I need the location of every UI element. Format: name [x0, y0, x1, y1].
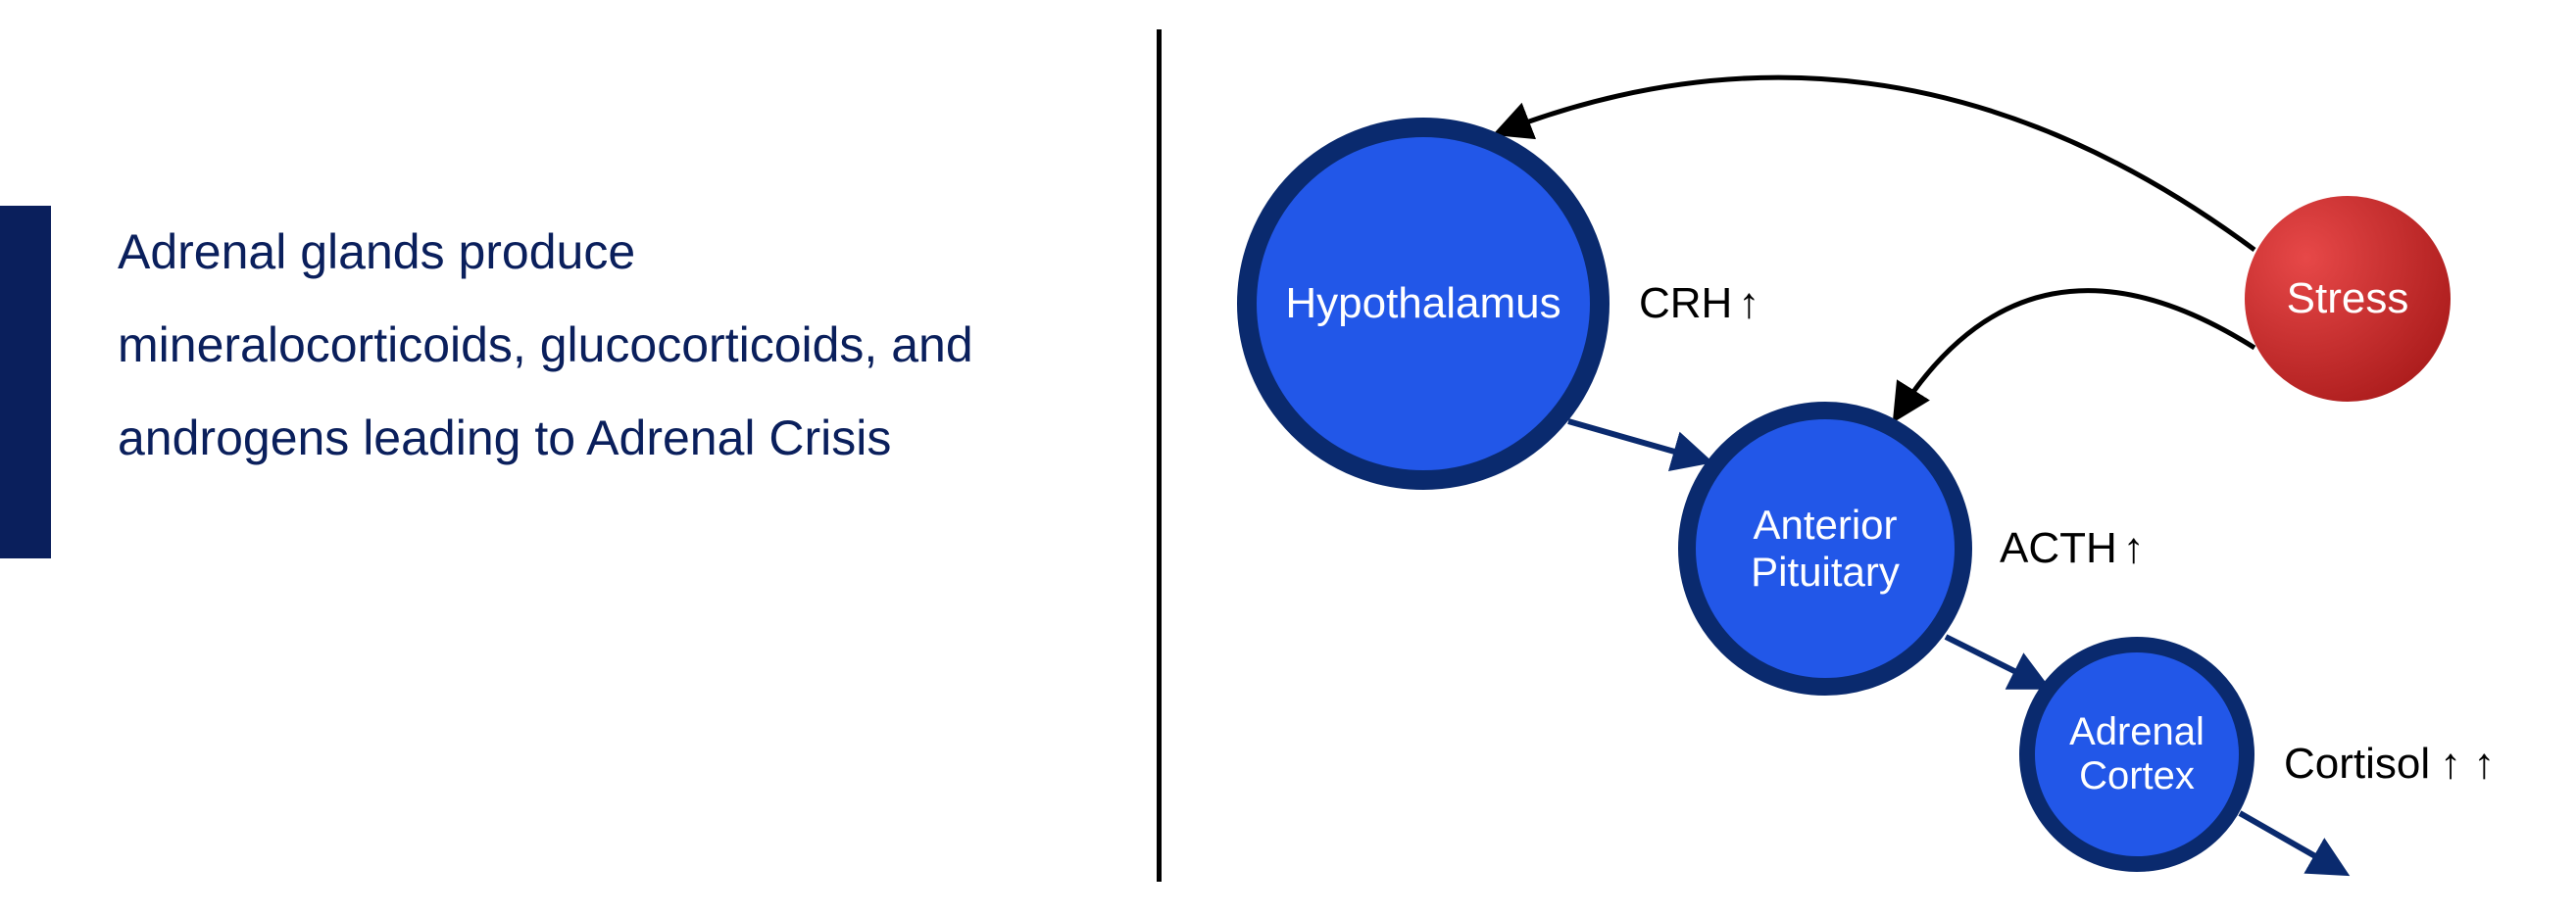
arrow-stress-to-ant	[1897, 291, 2254, 416]
label-cortisol-text: Cortisol	[2284, 740, 2430, 788]
left-accent-bar	[0, 206, 51, 558]
node-anterior-pituitary: Anterior Pituitary	[1678, 402, 1972, 696]
arrow-adr-out	[2240, 813, 2343, 872]
arrow-ant-to-adr	[1946, 637, 2044, 686]
node-hypothalamus-label: Hypothalamus	[1285, 279, 1560, 328]
up-arrow-icon: ↑	[2123, 524, 2145, 572]
node-adrenal-cortex-label-1: Adrenal	[2069, 710, 2204, 754]
description-text: Adrenal glands produce mineralocorticoid…	[118, 206, 1039, 485]
node-hypothalamus: Hypothalamus	[1237, 118, 1610, 490]
up-arrow-icon: ↑	[1738, 279, 1759, 327]
node-stress: Stress	[2245, 196, 2451, 402]
arrow-hyp-to-ant	[1568, 421, 1706, 460]
node-adrenal-cortex: Adrenal Cortex	[2019, 637, 2254, 872]
label-crh: CRH↑	[1639, 279, 1759, 328]
label-cortisol: Cortisol↑ ↑	[2284, 740, 2495, 789]
node-anterior-pituitary-label-1: Anterior	[1751, 502, 1900, 549]
up-arrow-icon: ↑ ↑	[2440, 740, 2495, 788]
label-acth: ACTH↑	[2000, 524, 2145, 573]
label-crh-text: CRH	[1639, 279, 1732, 327]
node-anterior-pituitary-label-2: Pituitary	[1751, 549, 1900, 596]
label-acth-text: ACTH	[2000, 524, 2117, 572]
node-stress-label: Stress	[2287, 274, 2409, 323]
node-adrenal-cortex-label-2: Cortex	[2069, 754, 2204, 798]
vertical-divider	[1157, 29, 1162, 882]
arrow-stress-to-hyp	[1500, 77, 2254, 250]
